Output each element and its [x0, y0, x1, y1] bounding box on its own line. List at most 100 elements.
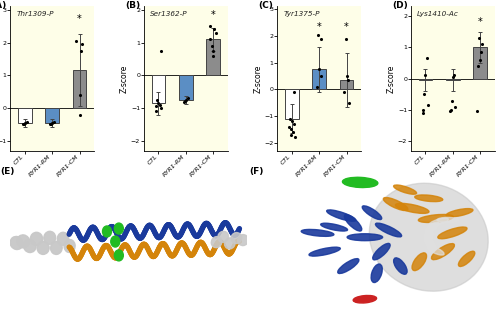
Point: [50, 119, 58, 124]
Point: [286, 132, 294, 137]
Point: [474, 63, 482, 68]
Point: [446, 107, 454, 112]
Point: [209, 48, 217, 53]
Point: [344, 77, 352, 82]
Point: [288, 119, 296, 124]
Point: [424, 103, 432, 108]
Point: [290, 130, 298, 135]
Point: [342, 73, 350, 78]
Point: [286, 116, 294, 121]
Point: [422, 73, 430, 78]
Point: [72, 38, 80, 44]
Point: [290, 135, 298, 140]
Point: [153, 97, 161, 102]
Point: [474, 109, 482, 114]
Point: [180, 99, 188, 105]
Y-axis label: Z-score: Z-score: [386, 64, 396, 93]
Point: [184, 96, 192, 101]
Point: [48, 120, 56, 125]
Point: [19, 122, 27, 127]
Point: [423, 56, 431, 61]
Point: [313, 84, 321, 89]
Point: [181, 98, 189, 103]
Ellipse shape: [370, 183, 488, 291]
Point: [46, 122, 54, 127]
Point: [77, 48, 85, 53]
Ellipse shape: [326, 210, 356, 221]
Point: [316, 67, 324, 72]
Ellipse shape: [212, 237, 222, 248]
Ellipse shape: [30, 232, 42, 245]
Point: [156, 102, 164, 107]
Text: (C): (C): [258, 1, 274, 10]
Point: [451, 104, 459, 109]
Circle shape: [114, 223, 124, 234]
Ellipse shape: [372, 244, 390, 260]
Ellipse shape: [424, 229, 433, 242]
Point: [152, 109, 160, 114]
Point: [314, 32, 322, 37]
Point: [448, 98, 456, 103]
Ellipse shape: [10, 236, 23, 250]
Point: [344, 100, 352, 105]
Ellipse shape: [58, 232, 68, 245]
Circle shape: [102, 226, 112, 237]
Ellipse shape: [309, 247, 340, 256]
Bar: [473, 47, 487, 78]
Point: [286, 124, 294, 129]
Point: [23, 119, 31, 124]
Ellipse shape: [437, 217, 458, 223]
Text: Thr1309-P: Thr1309-P: [17, 11, 54, 17]
Text: *: *: [478, 17, 482, 27]
Point: [286, 127, 294, 132]
Point: [20, 121, 28, 126]
Ellipse shape: [37, 241, 49, 255]
Bar: [340, 80, 353, 89]
Y-axis label: Z-score: Z-score: [253, 64, 262, 93]
Ellipse shape: [376, 223, 402, 237]
Ellipse shape: [44, 231, 56, 244]
Point: [316, 73, 324, 78]
Ellipse shape: [50, 241, 62, 255]
Point: [78, 42, 86, 47]
Point: [156, 106, 164, 111]
Text: *: *: [344, 22, 349, 32]
Bar: [46, 108, 59, 123]
Point: [340, 89, 348, 95]
Ellipse shape: [432, 244, 454, 260]
Point: [154, 100, 162, 106]
Bar: [72, 70, 86, 108]
Point: [420, 92, 428, 97]
Point: [449, 74, 457, 79]
Text: Tyr1375-P: Tyr1375-P: [284, 11, 321, 17]
Point: [318, 36, 326, 41]
Text: Ser1362-P: Ser1362-P: [150, 11, 188, 17]
Bar: [206, 39, 220, 75]
Point: [208, 43, 216, 48]
Ellipse shape: [394, 185, 416, 194]
Ellipse shape: [446, 209, 473, 217]
Ellipse shape: [231, 233, 241, 244]
Point: [290, 121, 298, 127]
Ellipse shape: [384, 198, 408, 211]
Ellipse shape: [362, 206, 382, 220]
Point: [152, 104, 160, 109]
Ellipse shape: [458, 251, 475, 266]
Text: *: *: [317, 22, 322, 32]
Point: [419, 110, 427, 116]
Ellipse shape: [320, 223, 347, 231]
Text: (E): (E): [0, 167, 15, 175]
Ellipse shape: [394, 258, 407, 274]
Text: *: *: [210, 10, 216, 20]
Point: [76, 112, 84, 117]
Ellipse shape: [425, 222, 439, 233]
Point: [209, 53, 217, 58]
Ellipse shape: [342, 177, 378, 188]
Text: (A): (A): [0, 1, 6, 10]
Point: [478, 41, 486, 47]
Ellipse shape: [338, 259, 359, 274]
Bar: [152, 75, 166, 103]
Ellipse shape: [412, 253, 426, 271]
Point: [420, 107, 428, 112]
Ellipse shape: [344, 214, 362, 231]
